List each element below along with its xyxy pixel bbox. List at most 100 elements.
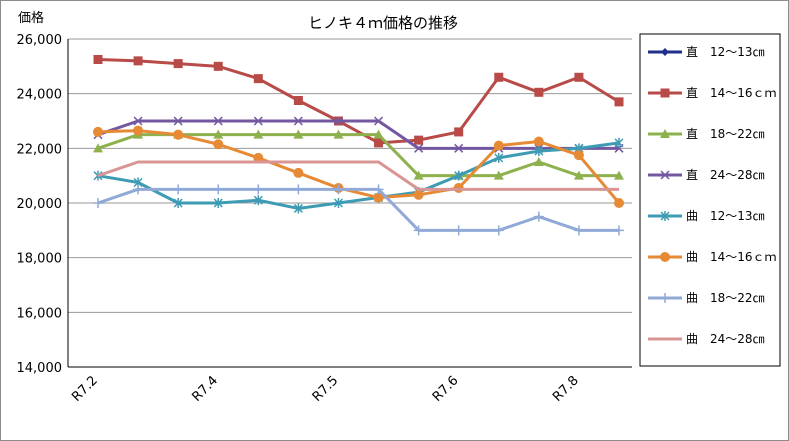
data-point [660,252,670,262]
data-point [413,170,424,180]
data-point [533,211,544,222]
data-point [213,61,223,71]
legend-label: 直 24～28㎝ [686,168,765,182]
data-point [173,116,183,126]
data-point [133,56,143,66]
data-point [660,88,670,98]
data-point [93,198,103,208]
data-point [494,152,504,163]
data-point [374,138,384,148]
data-point [660,170,670,180]
legend-item: 直 24～28㎝ [648,168,765,182]
data-point [133,125,144,136]
y-tick-label: 24,000 [17,88,63,103]
legend-label: 直 14～16ｃｍ [686,86,777,100]
series-line [97,58,620,145]
data-point [293,167,304,178]
data-point [533,157,544,166]
data-point [533,136,544,147]
data-point [614,137,624,148]
legend-label: 曲 12～13㎝ [686,209,765,223]
data-point [493,225,504,236]
x-tick-label: R7.5 [310,373,342,405]
series-line [97,160,619,191]
data-point [213,139,224,150]
legend-label: 直 18～22㎝ [686,127,765,141]
data-point [454,143,464,153]
data-point [293,116,303,126]
data-point [493,140,504,151]
data-point [614,198,624,208]
data-point [213,129,224,139]
data-point [373,192,384,203]
data-point [253,152,264,163]
data-point [173,184,184,195]
data-point [333,184,344,195]
data-point [373,184,384,195]
data-point [614,97,624,107]
legend-item: 曲 18～22㎝ [648,291,765,305]
x-tick-label: R7.8 [550,373,582,405]
data-point [253,129,264,139]
series-8 [97,160,619,191]
data-point [133,116,143,126]
data-point [293,203,303,214]
data-point [660,129,670,138]
legend-label: 曲 14～16ｃｍ [686,250,777,264]
series-3 [93,129,624,180]
data-point [614,170,624,180]
data-point [173,59,183,69]
data-point [494,72,504,82]
data-point [454,170,464,181]
data-point [93,126,103,137]
data-point [213,116,223,126]
data-point [414,143,424,153]
legend-label: 曲 24～28㎝ [686,332,765,346]
y-axis-label: 価格 [18,10,44,26]
data-point [573,170,584,180]
legend-item: 直 12～13㎝ [648,45,765,59]
data-point [414,135,424,145]
y-tick-label: 22,000 [17,142,63,157]
series-line [97,187,619,232]
data-point [413,225,424,236]
legend-box [639,33,781,367]
data-point [534,87,544,97]
data-point [133,184,144,195]
data-point [573,225,584,236]
data-point [453,225,464,236]
legend-item: 曲 24～28㎝ [648,332,765,346]
data-point [493,170,504,180]
data-point [253,195,263,206]
x-tick-label: R7.4 [189,373,221,405]
data-point [213,198,223,208]
series-line [97,129,621,204]
data-point [333,129,344,139]
y-tick-label: 14,000 [17,361,63,376]
legend-item: 曲 14～16ｃｍ [648,250,777,264]
data-point [293,184,304,195]
y-tick-label: 26,000 [17,33,63,48]
data-point [534,146,544,157]
data-point [173,198,183,208]
data-point [253,74,263,84]
data-point [614,225,624,236]
x-tick-label: R7.6 [430,373,462,405]
data-point [660,293,670,303]
data-point [574,72,584,82]
legend-label: 曲 18～22㎝ [686,291,765,305]
data-point [660,211,670,221]
y-tick-label: 20,000 [17,197,63,212]
data-point [253,116,263,126]
data-point [373,129,384,139]
legend-item: 曲 12～13㎝ [648,209,765,223]
series-line [97,133,619,178]
series-group [93,55,624,236]
data-point [333,198,343,208]
legend-item: 直 14～16ｃｍ [648,86,777,100]
series-6 [93,125,624,208]
x-tick-labels: R7.2 R7.4 R7.5 R7.6 R7.8 [69,373,582,405]
data-point [173,129,184,140]
